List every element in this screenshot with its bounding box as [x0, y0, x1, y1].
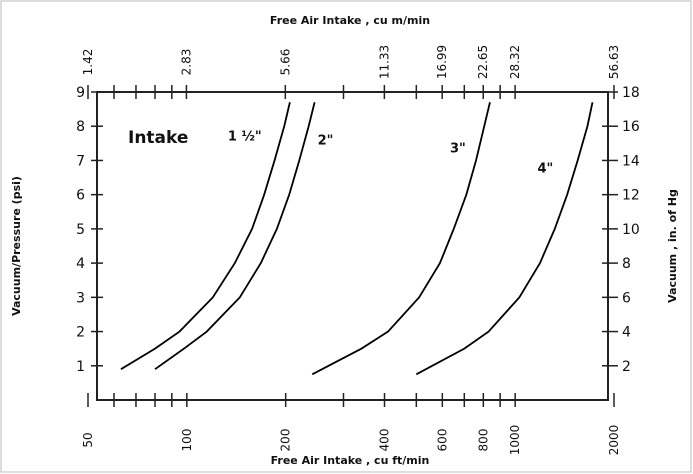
y-tick-label: 5: [76, 222, 85, 238]
x-tick-label: 600: [435, 429, 449, 452]
y2-tick-label: 14: [622, 153, 640, 169]
y-tick-label: 4: [76, 256, 85, 272]
curve: [120, 102, 291, 370]
x-tick-label: 2000: [607, 425, 621, 456]
y-tick-label: 2: [76, 325, 85, 341]
x-tick-label: 800: [476, 429, 490, 452]
x2-tick-label: 1.42: [81, 49, 95, 76]
curve-label: 4": [537, 161, 553, 176]
y-tick-label: 6: [76, 188, 85, 204]
y2-tick-label: 8: [622, 256, 631, 272]
x2-tick-label: 5.66: [278, 49, 292, 76]
y-tick-label: 1: [76, 359, 85, 375]
x-tick-label: 1000: [508, 425, 522, 456]
curve-label: 1 ½": [228, 129, 262, 144]
x2-tick-label: 16.99: [435, 45, 449, 79]
x-tick-label: 100: [180, 429, 194, 452]
y-tick-label: 9: [76, 85, 85, 101]
x2-tick-label: 56.63: [607, 45, 621, 79]
x-tick-label: 50: [81, 432, 95, 447]
y2-tick-label: 10: [622, 222, 640, 238]
y-tick-label: 8: [76, 119, 85, 135]
curve: [154, 102, 316, 370]
x-tick-label: 200: [279, 429, 293, 452]
y-axis-title: Vacuum/Pressure (psi): [10, 176, 23, 316]
curve-label: 2": [318, 133, 334, 148]
plot-frame: [96, 91, 609, 401]
y2-tick-label: 4: [622, 325, 631, 341]
annotation: Intake: [128, 128, 188, 148]
curve: [311, 102, 491, 376]
curve: [415, 102, 594, 376]
curve-label: 3": [450, 141, 466, 156]
top-axis-title: Free Air Intake , cu m/min: [270, 14, 430, 27]
x2-tick-label: 22.65: [476, 45, 490, 79]
x-tick-label: 400: [378, 429, 392, 452]
y2-tick-label: 6: [622, 290, 631, 306]
y2-tick-label: 18: [622, 85, 640, 101]
x2-tick-label: 11.33: [377, 45, 391, 79]
y-tick-label: 3: [76, 290, 85, 306]
y2-tick-label: 16: [622, 119, 640, 135]
y-tick-label: 7: [76, 153, 85, 169]
x-axis-title: Free Air Intake , cu ft/min: [271, 454, 430, 467]
x2-tick-label: 28.32: [508, 45, 522, 79]
x2-tick-label: 2.83: [179, 49, 193, 76]
y2-axis-title: Vacuum , in. of Hg: [666, 189, 679, 303]
y2-tick-label: 2: [622, 359, 631, 375]
y2-tick-label: 12: [622, 188, 640, 204]
